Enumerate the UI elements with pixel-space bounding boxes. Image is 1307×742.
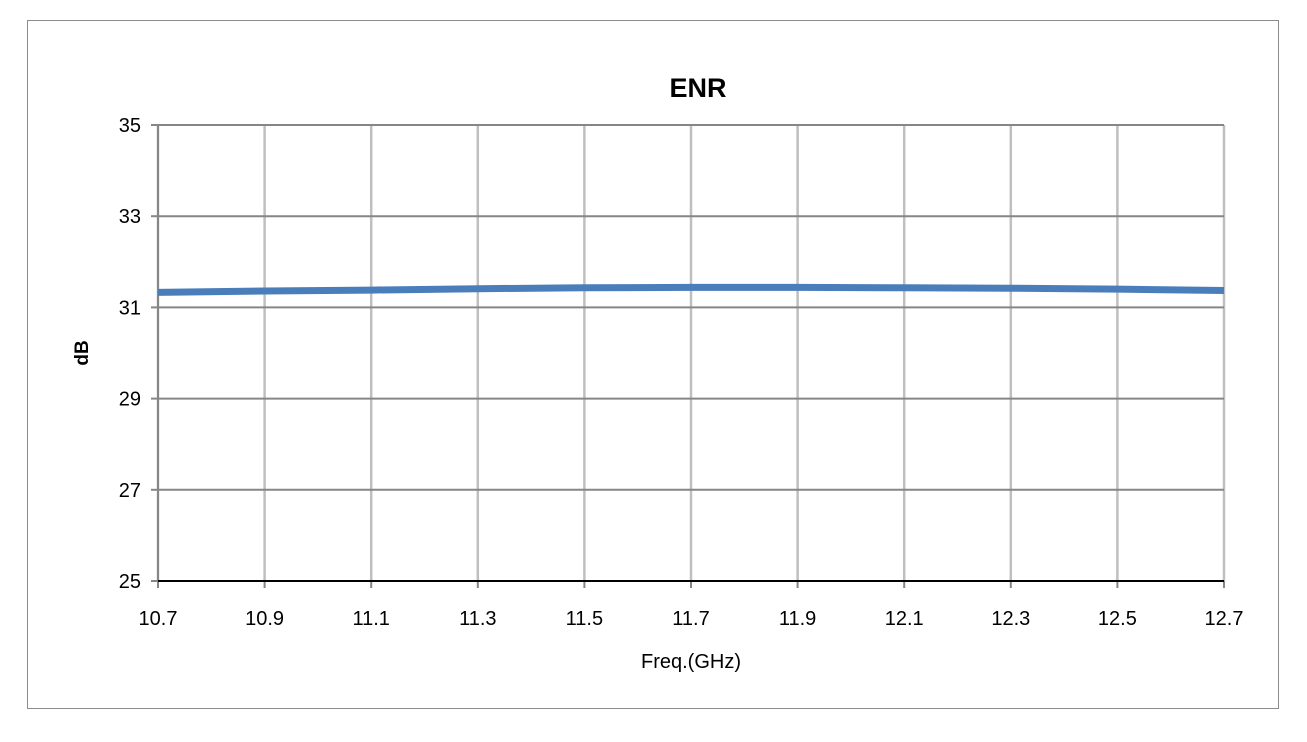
x-tick-label: 11.1 bbox=[352, 608, 389, 630]
chart-frame bbox=[27, 20, 1279, 709]
y-tick-label: 27 bbox=[119, 480, 141, 502]
y-axis-label: dB bbox=[72, 340, 93, 365]
chart-title: ENR bbox=[669, 73, 726, 103]
y-tick-label: 29 bbox=[119, 389, 141, 411]
y-tick-label: 31 bbox=[119, 297, 141, 319]
x-axis-label: Freq.(GHz) bbox=[641, 651, 741, 673]
x-tick-label: 10.9 bbox=[245, 608, 284, 630]
y-tick-label: 25 bbox=[119, 571, 141, 593]
x-tick-label: 11.3 bbox=[459, 608, 496, 630]
x-tick-label: 12.1 bbox=[885, 608, 924, 630]
x-tick-label: 12.5 bbox=[1098, 608, 1137, 630]
x-tick-label: 10.7 bbox=[139, 608, 178, 630]
x-tick-label: 12.3 bbox=[991, 608, 1030, 630]
y-tick-label: 35 bbox=[119, 115, 141, 137]
y-tick-label: 33 bbox=[119, 206, 141, 228]
x-tick-label: 11.9 bbox=[779, 608, 816, 630]
x-tick-label: 11.7 bbox=[672, 608, 709, 630]
x-tick-label: 12.7 bbox=[1205, 608, 1244, 630]
x-tick-label: 11.5 bbox=[566, 608, 603, 630]
